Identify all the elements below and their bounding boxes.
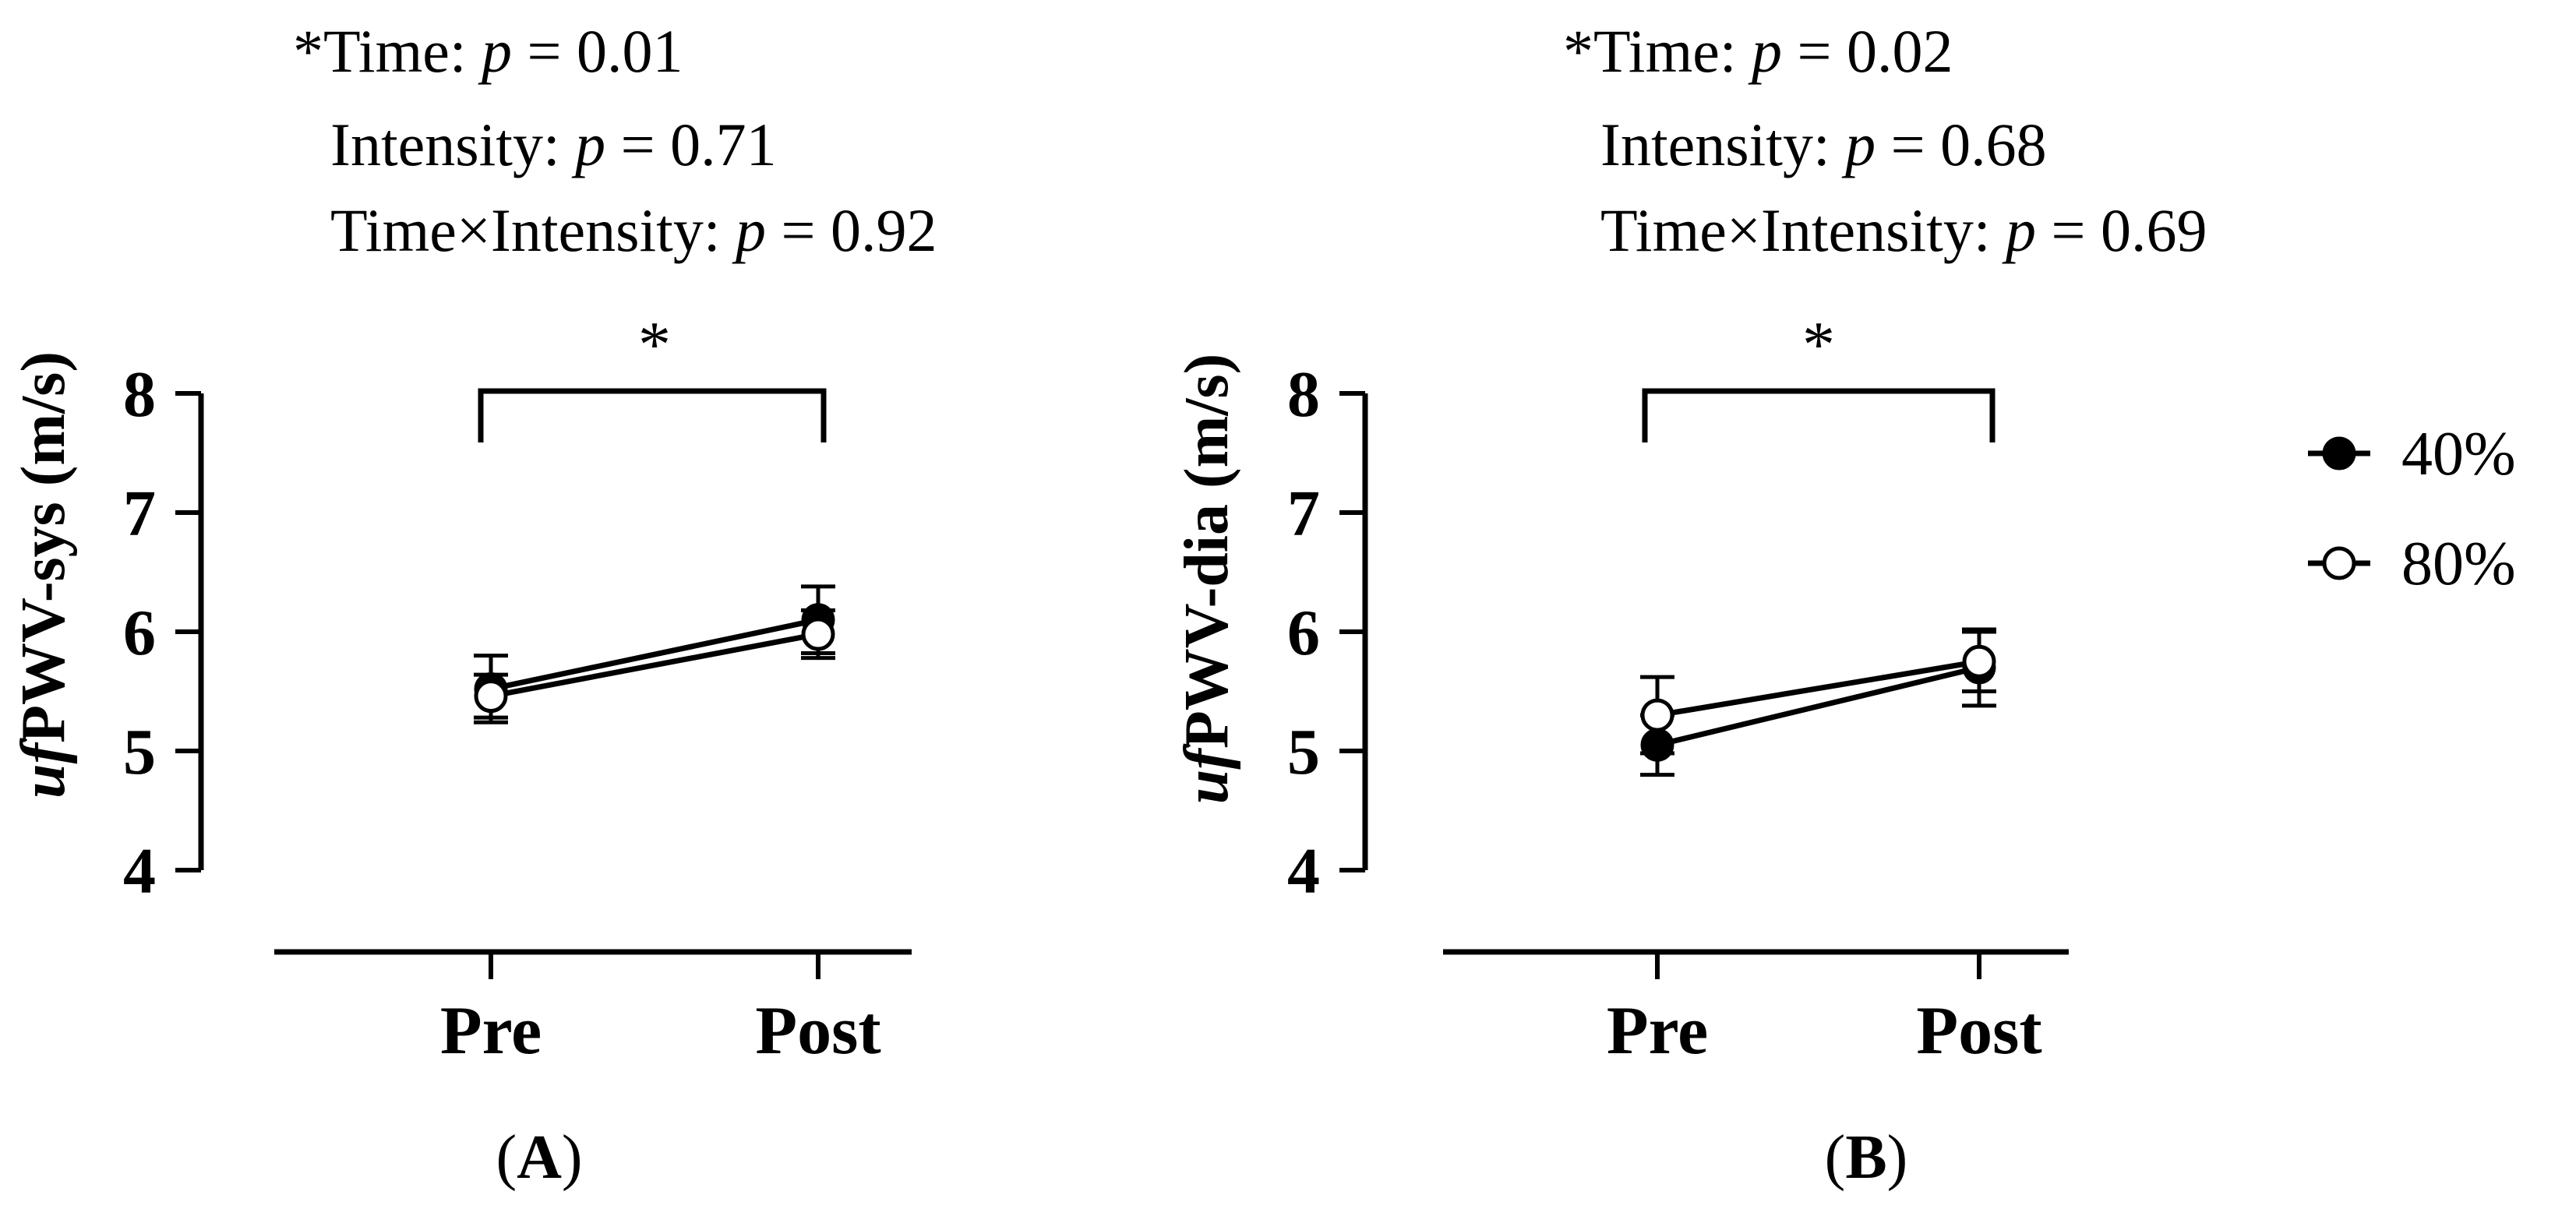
panel-a-y-tick-label-8: 8 bbox=[123, 358, 156, 431]
legend-40-label: 40% bbox=[2401, 420, 2516, 488]
panel-a-y-tick-label-5: 5 bbox=[123, 716, 156, 788]
panel-a-y-axis-label: ufPWV-sys (m/s) bbox=[9, 351, 78, 798]
panel-b-series-80-point-pre bbox=[1640, 698, 1674, 732]
legend: 40% 80% bbox=[2308, 420, 2516, 598]
panel-b-series-80-point-post bbox=[1962, 644, 1996, 679]
panel-a-stat-time: *Time: p = 0.01 bbox=[293, 17, 683, 85]
panel-a: *Time: p = 0.01 Intensity: p = 0.71 Time… bbox=[9, 17, 937, 1192]
panel-a-significance-bracket bbox=[478, 388, 827, 442]
panel-b-y-axis-label: ufPWV-dia (m/s) bbox=[1173, 354, 1241, 804]
panel-b: *Time: p = 0.02 Intensity: p = 0.68 Time… bbox=[1173, 17, 2207, 1192]
panel-a-significance-star: * bbox=[638, 308, 671, 381]
legend-80-marker bbox=[2322, 546, 2356, 580]
panel-b-significance-star: * bbox=[1802, 308, 1835, 381]
panel-a-y-tick-label-6: 6 bbox=[123, 597, 156, 669]
panel-b-x-tick-label-post: Post bbox=[1916, 993, 2041, 1069]
panel-a-y-tick-label-4: 4 bbox=[123, 835, 156, 908]
legend-40-marker bbox=[2322, 436, 2356, 471]
panel-a-stats: *Time: p = 0.01 Intensity: p = 0.71 Time… bbox=[293, 17, 937, 264]
panel-b-stats: *Time: p = 0.02 Intensity: p = 0.68 Time… bbox=[1563, 17, 2207, 264]
panel-a-y-tick-label-7: 7 bbox=[123, 478, 156, 550]
panel-a-series-80-point-post bbox=[801, 617, 835, 651]
panel-a-label: (A) bbox=[496, 1123, 582, 1192]
panel-a-stat-intensity: Intensity: p = 0.71 bbox=[330, 111, 777, 178]
panel-b-y-tick-label-5: 5 bbox=[1287, 716, 1320, 788]
panel-b-stat-interaction: Time×Intensity: p = 0.69 bbox=[1600, 196, 2207, 264]
panel-b-label: (B) bbox=[1825, 1123, 1908, 1192]
panel-b-y-tick-label-7: 7 bbox=[1287, 478, 1320, 550]
panel-b-significance-bracket bbox=[1642, 388, 1996, 442]
panel-b-stat-time: *Time: p = 0.02 bbox=[1563, 17, 1953, 85]
panel-b-y-tick-label-4: 4 bbox=[1287, 835, 1320, 908]
panel-b-series-40-point-pre bbox=[1640, 728, 1674, 762]
panel-b-y-tick-label-6: 6 bbox=[1287, 597, 1320, 669]
panel-a-x-tick-label-post: Post bbox=[755, 993, 880, 1069]
panel-b-x-tick-label-pre: Pre bbox=[1607, 993, 1708, 1069]
panel-a-stat-interaction: Time×Intensity: p = 0.92 bbox=[330, 196, 937, 264]
panel-a-series-80-line bbox=[490, 631, 819, 700]
panel-b-series-40-line bbox=[1657, 664, 1980, 748]
panel-b-y-tick-label-8: 8 bbox=[1287, 358, 1320, 431]
panel-a-x-tick-label-pre: Pre bbox=[440, 993, 542, 1069]
legend-80-label: 80% bbox=[2401, 530, 2516, 598]
panel-a-series-40-line bbox=[490, 617, 819, 692]
panel-b-series-80-line bbox=[1657, 658, 1980, 718]
panel-b-stat-intensity: Intensity: p = 0.68 bbox=[1600, 111, 2047, 178]
panel-a-series-80-point-pre bbox=[474, 679, 508, 714]
